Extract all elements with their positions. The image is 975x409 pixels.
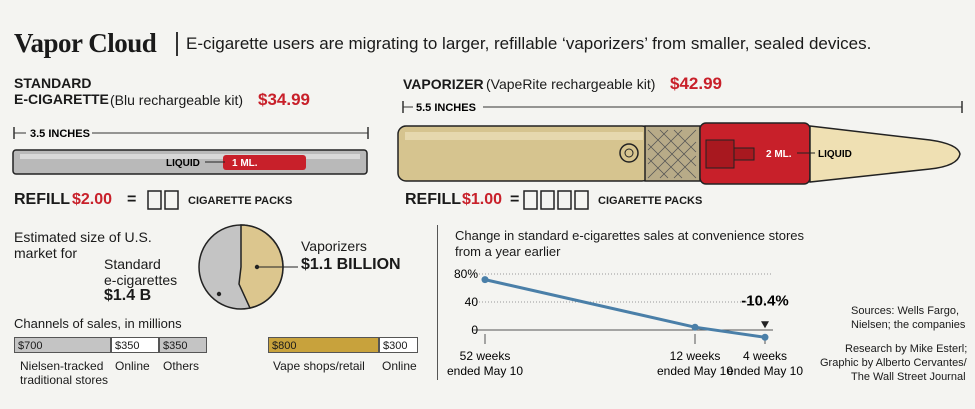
market-intro-line2: market for: [14, 245, 78, 261]
vaporizer-refill-equals: =: [510, 191, 520, 208]
x-tick-label: ended May 10: [727, 364, 803, 378]
channel-bar-vape-online: $300: [379, 337, 418, 353]
vaporizer-refill-label: REFILL: [405, 191, 461, 208]
vaporizer-length-label: 5.5 INCHES: [416, 102, 476, 114]
cigarette-pack-icon: [164, 190, 179, 210]
device-illustrations: 3.5 INCHES LIQUID 1 ML. 5.5 INCHES 2 ML.…: [12, 100, 963, 185]
pie-dot-vaporizers: [254, 264, 260, 270]
title-divider: [176, 32, 178, 56]
data-point: [761, 333, 769, 341]
vaporizer-liquid-label: LIQUID: [818, 149, 852, 160]
ecig-length-label: 3.5 INCHES: [30, 128, 90, 140]
ecig-body: [12, 149, 368, 175]
annotation-pointer: [761, 321, 769, 329]
y-tick-label: 40: [465, 295, 479, 309]
channel-bar-vape-shops: $800: [268, 337, 379, 353]
vaporizer-dimension-line: [402, 100, 963, 114]
vaporizer-body: [397, 122, 961, 185]
channel-label-vape-online: Online: [382, 359, 417, 373]
ecig-refill-label: REFILL: [14, 191, 70, 208]
vaporizer-label: VAPORIZER: [403, 76, 484, 92]
ecig-liquid-label: LIQUID: [166, 158, 200, 169]
section-divider: [437, 225, 438, 380]
x-tick-label: 4 weeks: [743, 349, 787, 363]
sources-line2: Nielsen; the companies: [851, 319, 966, 331]
vaporizer-refill-price: $1.00: [462, 191, 503, 208]
ecig-pack-icons: [147, 190, 179, 210]
market-standard-value: $1.4 B: [104, 287, 152, 304]
pie-dot-standard: [216, 291, 222, 297]
cigarette-pack-icon: [574, 190, 589, 210]
chart-title-line2: from a year earlier: [455, 244, 561, 259]
page-subtitle: E-cigarette users are migrating to large…: [186, 34, 872, 53]
ecig-price: $34.99: [258, 90, 310, 109]
y-tick-label: 80%: [454, 267, 478, 281]
page-title: Vapor Cloud: [14, 28, 157, 58]
x-tick-label: 52 weeks: [460, 349, 511, 363]
vaporizer-pack-icons: [523, 190, 589, 210]
data-point: [691, 323, 699, 331]
channel-label-nielsen-line1: Nielsen-tracked: [20, 359, 104, 373]
cigarette-pack-icon: [523, 190, 538, 210]
research-line1: Research by Mike Esterl;: [845, 343, 968, 355]
data-point: [481, 276, 489, 284]
ecig-packs-label: CIGARETTE PACKS: [188, 195, 293, 207]
ecig-refill-equals: =: [127, 191, 137, 208]
channel-label-vape-shops: Vape shops/retail: [273, 359, 365, 373]
x-tick-label: 12 weeks: [670, 349, 721, 363]
market-intro-line1: Estimated size of U.S.: [14, 229, 152, 245]
cigarette-pack-icon: [540, 190, 555, 210]
channel-label-online: Online: [115, 359, 150, 373]
channel-bar-nielsen: $700: [14, 337, 111, 353]
ecig-kit: (Blu rechargeable kit): [110, 92, 244, 108]
market-vaporizers-value: $1.1 BILLION: [301, 256, 401, 273]
x-tick-label: ended May 10: [447, 364, 523, 378]
research-line2: Graphic by Alberto Cervantes/: [820, 357, 967, 369]
channel-bar-others: $350: [159, 337, 207, 353]
ecig-dimension-line: [13, 126, 369, 140]
market-standard-line1: Standard: [104, 256, 161, 272]
cigarette-pack-icon: [557, 190, 572, 210]
vaporizer-price: $42.99: [670, 74, 722, 93]
vaporizer-liquid-amount: 2 ML.: [766, 149, 792, 160]
ecig-label-line1: STANDARD: [14, 75, 92, 91]
chart-title-line1: Change in standard e-cigarettes sales at…: [455, 228, 805, 243]
y-tick-label: 0: [471, 323, 478, 337]
ecig-liquid-amount: 1 ML.: [232, 158, 258, 169]
channel-label-nielsen-line2: traditional stores: [20, 373, 109, 387]
market-pie-chart: [198, 224, 298, 310]
ecig-label-line2: E-CIGARETTE: [14, 91, 109, 107]
research-line3: The Wall Street Journal: [851, 371, 966, 383]
channel-bar-online: $350: [111, 337, 159, 353]
ecig-refill-price: $2.00: [72, 191, 113, 208]
x-tick-label: ended May 10: [657, 364, 733, 378]
annotation-label: -10.4%: [741, 292, 789, 309]
series-line: [484, 278, 766, 339]
market-vaporizers-line1: Vaporizers: [301, 238, 367, 254]
channels-title: Channels of sales, in millions: [14, 316, 182, 331]
vaporizer-kit: (VapeRite rechargeable kit): [486, 76, 656, 92]
market-standard-line2: e-cigarettes: [104, 272, 178, 288]
channel-label-others: Others: [163, 359, 200, 373]
vaporizer-packs-label: CIGARETTE PACKS: [598, 195, 703, 207]
cigarette-pack-icon: [147, 190, 162, 210]
sources-line1: Sources: Wells Fargo,: [851, 305, 960, 317]
